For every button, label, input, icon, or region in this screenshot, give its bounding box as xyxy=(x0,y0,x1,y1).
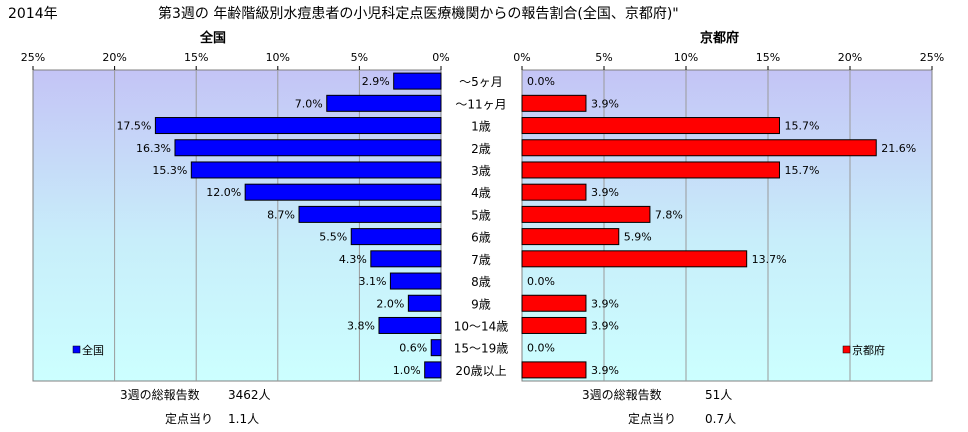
national-total-label: 3週の総報告数 xyxy=(120,388,200,402)
national-data-label: 17.5% xyxy=(116,120,151,133)
category-label: 1歳 xyxy=(471,120,491,134)
category-label: 5歳 xyxy=(471,208,491,222)
category-label: 20歳以上 xyxy=(455,364,506,378)
category-label: 15～19歳 xyxy=(454,342,509,356)
national-bar xyxy=(326,94,442,112)
kyoto-data-label: 3.9% xyxy=(591,297,619,310)
category-label: 2歳 xyxy=(471,142,491,156)
kyoto-tick-label: 20% xyxy=(838,51,862,64)
national-bar xyxy=(190,161,442,179)
kyoto-tick-label: 0% xyxy=(513,51,530,64)
kyoto-data-label: 0.0% xyxy=(527,75,555,88)
category-label: 3歳 xyxy=(471,164,491,178)
kyoto-bar xyxy=(521,316,587,334)
kyoto-bar xyxy=(521,161,780,179)
legend-swatch-kyoto xyxy=(842,345,851,354)
national-bar xyxy=(424,361,442,379)
national-data-label: 7.0% xyxy=(295,97,323,110)
national-tick-label: 20% xyxy=(102,51,126,64)
national-data-label: 1.0% xyxy=(393,364,421,377)
kyoto-tick-label: 10% xyxy=(674,51,698,64)
kyoto-total-label: 3週の総報告数 xyxy=(582,388,662,402)
kyoto-tick-label: 25% xyxy=(920,51,944,64)
national-data-label: 16.3% xyxy=(136,142,171,155)
category-label: 9歳 xyxy=(471,297,491,311)
national-bar xyxy=(298,205,442,223)
national-bar xyxy=(393,72,442,90)
chart-title: 第3週の 年齢階級別水痘患者の小児科定点医療機関からの報告割合(全国、京都府)" xyxy=(158,6,679,22)
kyoto-data-label: 3.9% xyxy=(591,186,619,199)
kyoto-data-label: 13.7% xyxy=(752,253,787,266)
national-data-label: 12.0% xyxy=(206,186,241,199)
kyoto-data-label: 3.9% xyxy=(591,97,619,110)
national-plot-area xyxy=(32,69,442,382)
kyoto-data-label: 0.0% xyxy=(527,342,555,355)
category-label: 10～14歳 xyxy=(454,319,509,333)
kyoto-tick-label: 15% xyxy=(756,51,780,64)
kyoto-data-label: 15.7% xyxy=(784,164,819,177)
kyoto-bar xyxy=(521,361,587,379)
national-bar xyxy=(370,250,442,268)
national-tick-label: 10% xyxy=(266,51,290,64)
national-data-label: 8.7% xyxy=(267,208,295,221)
category-label: 4歳 xyxy=(471,186,491,200)
panel-title-national: 全国 xyxy=(200,31,227,46)
category-label: 6歳 xyxy=(471,231,491,245)
national-bar xyxy=(430,339,442,357)
kyoto-per-label: 定点当り xyxy=(628,412,677,426)
legend-label-national: 全国 xyxy=(82,343,104,357)
kyoto-bar xyxy=(521,183,587,201)
national-total-value: 3462人 xyxy=(228,388,271,402)
national-per-value: 1.1人 xyxy=(228,412,260,426)
kyoto-bar xyxy=(521,117,780,135)
kyoto-bar xyxy=(521,250,748,268)
national-data-label: 4.3% xyxy=(339,253,367,266)
kyoto-tick-label: 5% xyxy=(595,51,612,64)
national-bar xyxy=(350,228,442,246)
national-data-label: 2.0% xyxy=(376,297,404,310)
kyoto-data-label: 3.9% xyxy=(591,319,619,332)
national-tick-label: 0% xyxy=(432,51,449,64)
national-bar xyxy=(244,183,442,201)
kyoto-data-label: 3.9% xyxy=(591,364,619,377)
panel-title-kyoto: 京都府 xyxy=(700,31,740,46)
kyoto-data-label: 5.9% xyxy=(624,231,652,244)
kyoto-total-value: 51人 xyxy=(705,388,733,402)
kyoto-bar xyxy=(521,294,587,312)
national-data-label: 2.9% xyxy=(362,75,390,88)
national-data-label: 3.8% xyxy=(347,319,375,332)
national-bar xyxy=(407,294,442,312)
national-tick-label: 15% xyxy=(184,51,208,64)
national-tick-label: 5% xyxy=(351,51,368,64)
category-label: 8歳 xyxy=(471,275,491,289)
kyoto-bar xyxy=(521,94,587,112)
kyoto-bar xyxy=(521,139,877,157)
kyoto-data-label: 21.6% xyxy=(881,142,916,155)
national-data-label: 3.1% xyxy=(358,275,386,288)
kyoto-per-value: 0.7人 xyxy=(705,412,737,426)
kyoto-bar xyxy=(521,228,620,246)
kyoto-data-label: 0.0% xyxy=(527,275,555,288)
national-bar xyxy=(389,272,442,290)
kyoto-data-label: 7.8% xyxy=(655,208,683,221)
legend-label-kyoto: 京都府 xyxy=(852,343,885,357)
category-label: ～5ヶ月 xyxy=(459,75,503,89)
national-bar xyxy=(154,117,442,135)
national-data-label: 5.5% xyxy=(319,231,347,244)
national-tick-label: 25% xyxy=(21,51,45,64)
national-per-label: 定点当り xyxy=(165,412,214,426)
national-data-label: 0.6% xyxy=(399,342,427,355)
category-label: ～11ヶ月 xyxy=(455,97,506,111)
kyoto-bar xyxy=(521,205,651,223)
national-data-label: 15.3% xyxy=(152,164,187,177)
category-label: 7歳 xyxy=(471,253,491,267)
kyoto-plot-area xyxy=(521,69,933,382)
year-label: 2014年 xyxy=(8,6,58,22)
national-bar xyxy=(378,316,442,334)
legend-swatch-national xyxy=(72,345,81,354)
kyoto-data-label: 15.7% xyxy=(784,120,819,133)
national-bar xyxy=(174,139,442,157)
